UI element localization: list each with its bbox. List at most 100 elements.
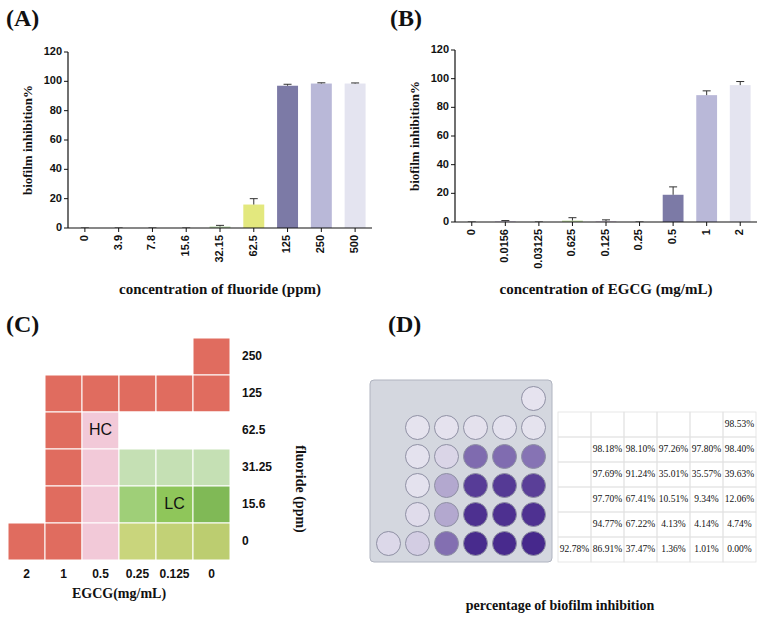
table-value: 37.47% (626, 544, 655, 554)
y-tick-label: 60 (437, 129, 449, 141)
cell (82, 412, 119, 449)
y-tick-label: 0 (242, 534, 249, 548)
well (435, 474, 459, 498)
table-value: 97.26% (659, 444, 688, 454)
well (406, 416, 430, 440)
x-tick-label: 7.8 (145, 235, 157, 250)
y-tick (64, 169, 68, 170)
x-tick-label: 0.0156 (498, 229, 510, 263)
table-cell (591, 437, 624, 462)
y-tick-label: 100 (431, 72, 449, 84)
table-value: 86.91% (593, 544, 622, 554)
cell (45, 523, 82, 560)
y-tick-label: 62.5 (242, 423, 266, 437)
well (406, 503, 430, 527)
cell (119, 523, 156, 560)
well (435, 416, 459, 440)
well (493, 474, 517, 498)
well (522, 445, 546, 469)
table-cell (690, 537, 723, 562)
table-value: 4.14% (694, 519, 719, 529)
bar (730, 85, 751, 222)
table-cell (624, 412, 657, 437)
table-cell (690, 462, 723, 487)
table-value: 1.01% (694, 544, 719, 554)
well (522, 474, 546, 498)
cell (82, 523, 119, 560)
x-tick (355, 228, 356, 232)
x-axis (455, 221, 757, 222)
cell (193, 486, 230, 523)
table-cell (624, 537, 657, 562)
bar (663, 195, 684, 222)
table-cell (591, 487, 624, 512)
cell (119, 375, 156, 412)
table-cell (690, 487, 723, 512)
well (406, 474, 430, 498)
error-cap (284, 84, 292, 85)
well (522, 503, 546, 527)
y-tick (451, 193, 455, 194)
y-tick (451, 107, 455, 108)
y-tick (64, 52, 68, 53)
table-cell (624, 487, 657, 512)
table-cell (723, 537, 756, 562)
table-value: 91.24% (626, 469, 655, 479)
y-tick-label: 31.25 (242, 460, 272, 474)
y-axis-title: fluoride (ppm) (292, 445, 308, 533)
error-cap (317, 82, 325, 83)
error-bar (703, 91, 711, 95)
marks (468, 82, 751, 222)
annotation: LC (164, 495, 184, 512)
x-tick-label: 0 (465, 229, 477, 235)
error-cap (568, 217, 576, 218)
well (493, 503, 517, 527)
error-bar (250, 199, 258, 205)
table-cell (591, 412, 624, 437)
well (464, 503, 488, 527)
table-value: 9.34% (694, 494, 719, 504)
error-stem (253, 199, 254, 205)
table-cell (657, 412, 690, 437)
error-stem (740, 82, 741, 86)
well (522, 416, 546, 440)
table-cell (657, 512, 690, 537)
table-cell (657, 462, 690, 487)
bar (345, 84, 366, 228)
well (406, 532, 430, 556)
table-value: 97.80% (692, 444, 721, 454)
error-bar (568, 218, 576, 221)
table-value: 98.10% (626, 444, 655, 454)
y-tick (64, 140, 68, 141)
table-cell (657, 487, 690, 512)
x-tick-label: 0.5 (666, 229, 678, 244)
table-cell (591, 537, 624, 562)
caption: percentage of biofilm inhibition (466, 598, 655, 613)
panel-letter: (B) (390, 5, 422, 31)
y-tick-label: 80 (50, 104, 62, 116)
cell (82, 375, 119, 412)
x-tick (186, 228, 187, 232)
table-value: 4.13% (661, 519, 686, 529)
well (522, 532, 546, 556)
x-axis-title: EGCG(mg/mL) (72, 586, 166, 602)
table-value: 35.01% (659, 469, 688, 479)
well (493, 445, 517, 469)
x-tick-label: 0.625 (565, 229, 577, 257)
y-tick (451, 164, 455, 165)
x-tick (152, 228, 153, 232)
table-cell (723, 512, 756, 537)
x-tick (287, 228, 288, 232)
table-value: 67.41% (626, 494, 655, 504)
table-cell (558, 512, 591, 537)
annotation: HC (89, 421, 112, 438)
x-tick-label: 1 (60, 567, 67, 581)
cell (45, 412, 82, 449)
table-value: 98.40% (725, 444, 754, 454)
y-tick-label: 40 (437, 158, 449, 170)
y-tick-label: 250 (242, 349, 262, 363)
error-bar (669, 187, 677, 195)
y-tick-label: 20 (50, 192, 62, 204)
y-tick (451, 78, 455, 79)
table-cell (624, 512, 657, 537)
